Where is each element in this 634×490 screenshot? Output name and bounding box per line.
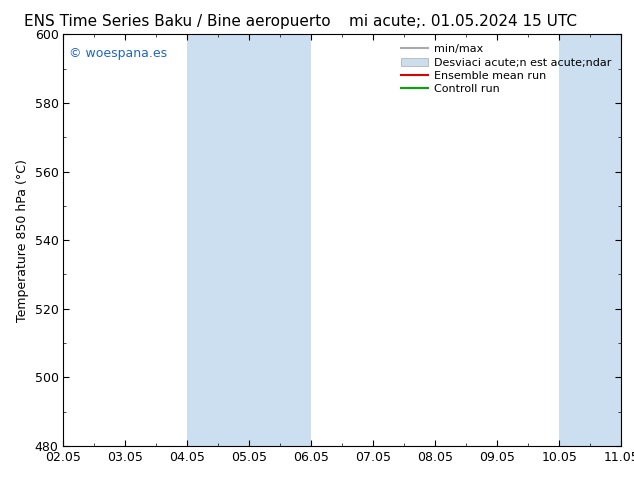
Text: ENS Time Series Baku / Bine aeropuerto: ENS Time Series Baku / Bine aeropuerto [24,14,331,29]
Bar [559,34,634,446]
Y-axis label: Temperature 850 hPa (°C): Temperature 850 hPa (°C) [16,159,29,321]
Bar [188,34,311,446]
Text: © woespana.es: © woespana.es [69,47,167,60]
Text: mi acute;. 01.05.2024 15 UTC: mi acute;. 01.05.2024 15 UTC [349,14,577,29]
Legend: min/max, Desviaci acute;n est acute;ndar, Ensemble mean run, Controll run: min/max, Desviaci acute;n est acute;ndar… [396,40,616,99]
